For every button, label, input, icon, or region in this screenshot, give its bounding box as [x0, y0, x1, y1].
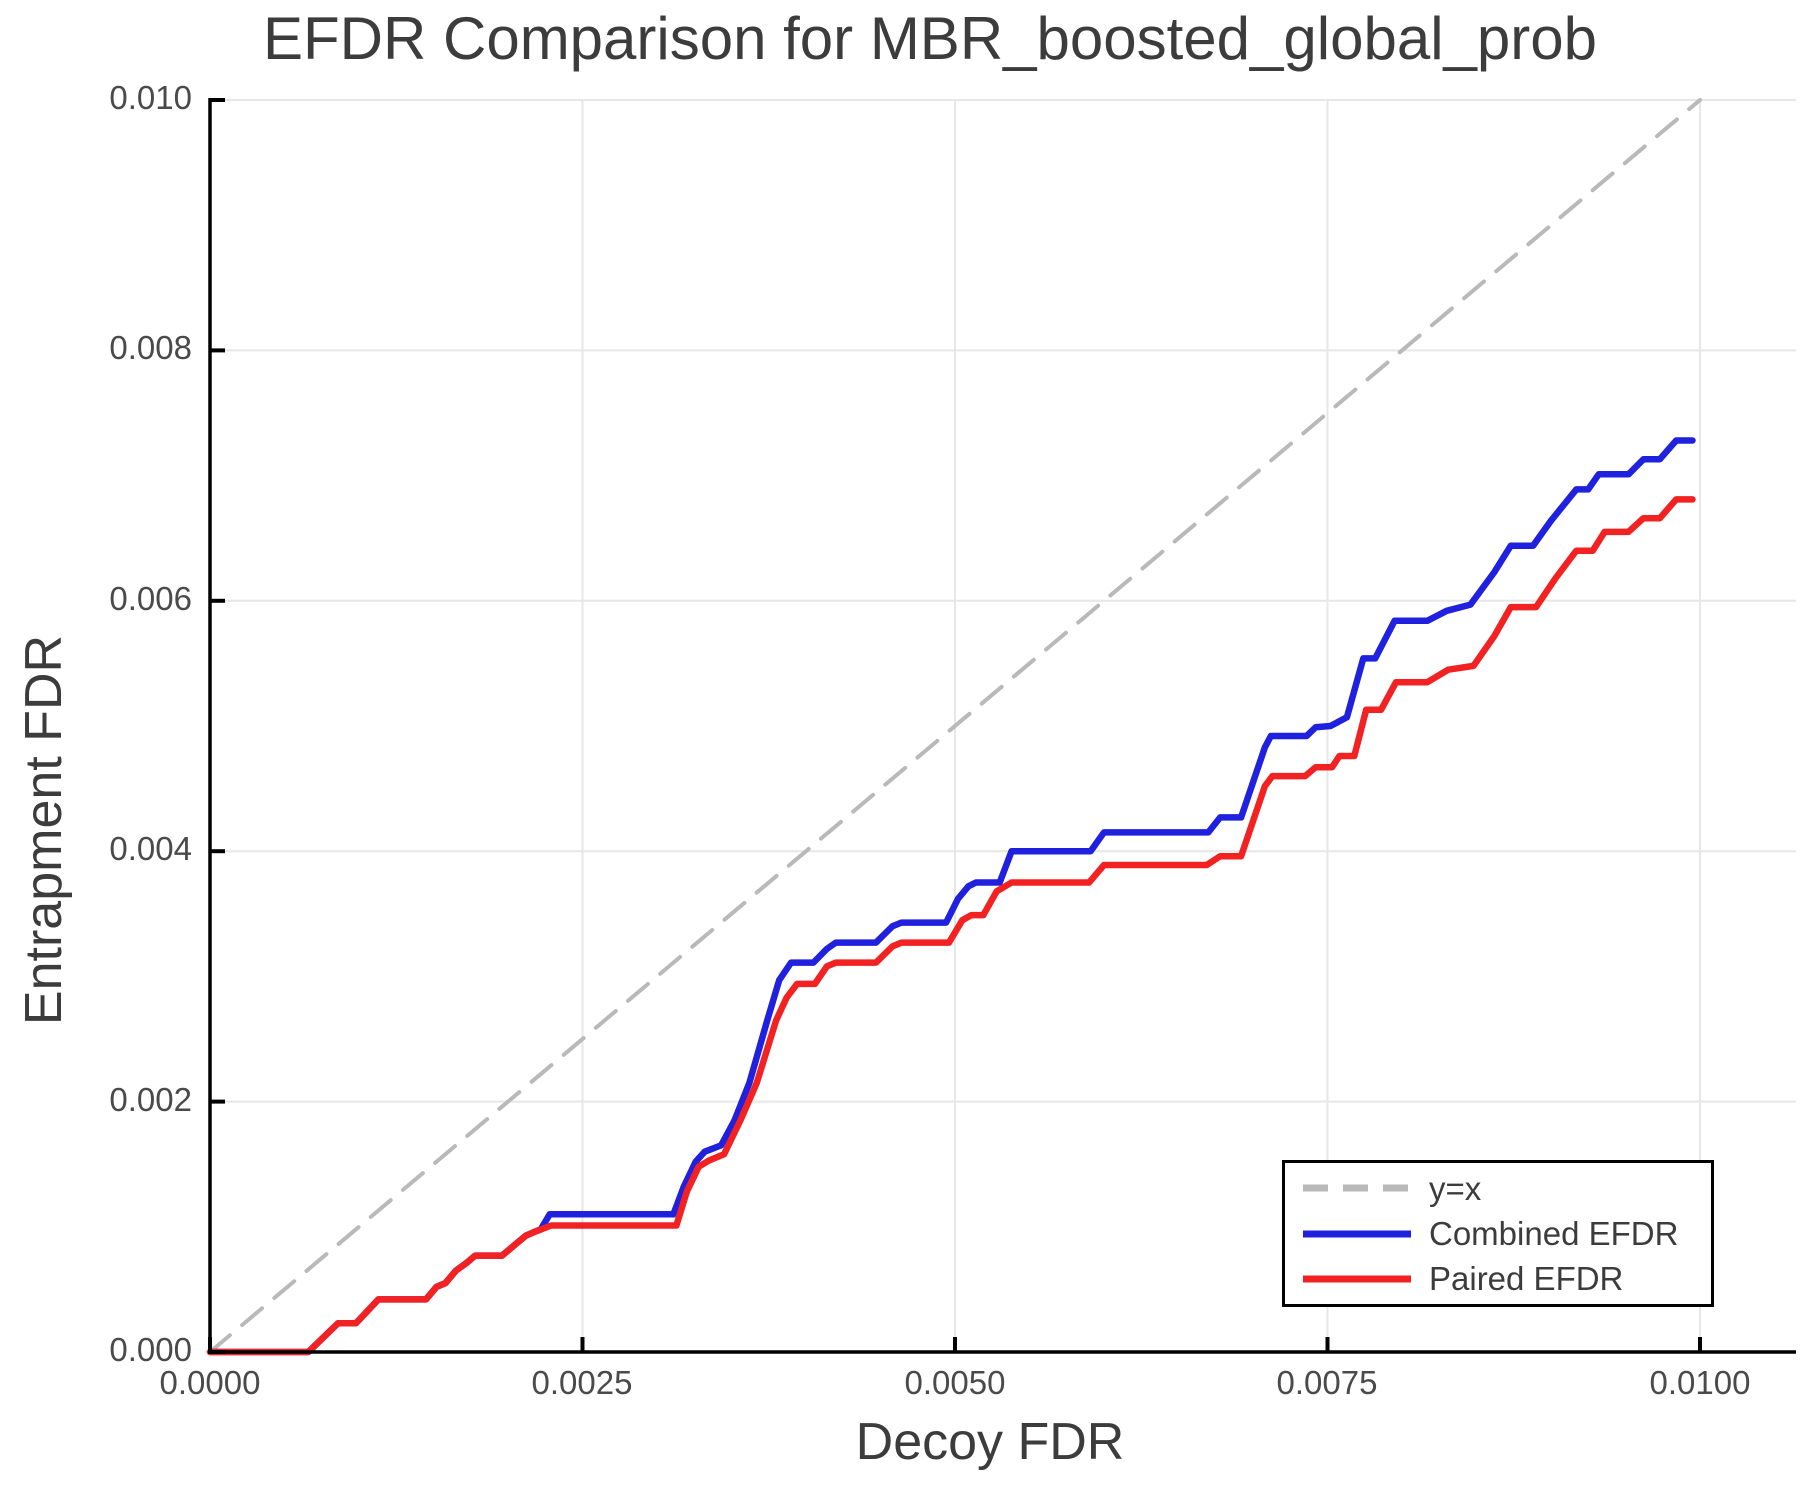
y-tick-label-0: 0.000 — [109, 1331, 192, 1368]
legend: y=x Combined EFDR Paired EFDR — [1282, 1160, 1714, 1307]
legend-row-identity: y=x — [1301, 1168, 1711, 1208]
y-tick-label-2: 0.004 — [109, 830, 192, 867]
legend-label-combined: Combined EFDR — [1429, 1215, 1679, 1252]
x-tick-label-0: 0.0000 — [159, 1364, 261, 1401]
legend-row-paired: Paired EFDR — [1301, 1259, 1711, 1299]
legend-row-combined: Combined EFDR — [1301, 1214, 1711, 1254]
red-line-sample-icon — [1303, 1275, 1411, 1283]
y-tick-label-1: 0.002 — [109, 1081, 192, 1118]
y-tick-label-5: 0.010 — [109, 79, 192, 116]
x-tick-label-1: 0.0025 — [531, 1364, 633, 1401]
axis-ticks — [208, 98, 1702, 1354]
dashed-line-sample-icon — [1303, 1184, 1411, 1192]
blue-line-sample-icon — [1303, 1230, 1411, 1237]
x-tick-label-3: 0.0075 — [1276, 1364, 1378, 1401]
y-tick-label-3: 0.006 — [109, 580, 192, 617]
x-tick-label-2: 0.0050 — [904, 1364, 1006, 1401]
identity-line — [208, 98, 1702, 1354]
y-tick-label-4: 0.008 — [109, 329, 192, 366]
legend-label-paired: Paired EFDR — [1429, 1260, 1624, 1298]
gridlines — [210, 99, 1796, 1352]
chart-title: EFDR Comparison for MBR_boosted_global_p… — [262, 5, 1598, 72]
paired-efdr-line — [206, 496, 1696, 1356]
x-tick-label-4: 0.0100 — [1649, 1364, 1751, 1401]
y-axis-title: Entrapment FDR — [15, 634, 73, 1026]
x-axis-title: Decoy FDR — [855, 1413, 1125, 1471]
legend-label-identity: y=x — [1429, 1169, 1482, 1207]
